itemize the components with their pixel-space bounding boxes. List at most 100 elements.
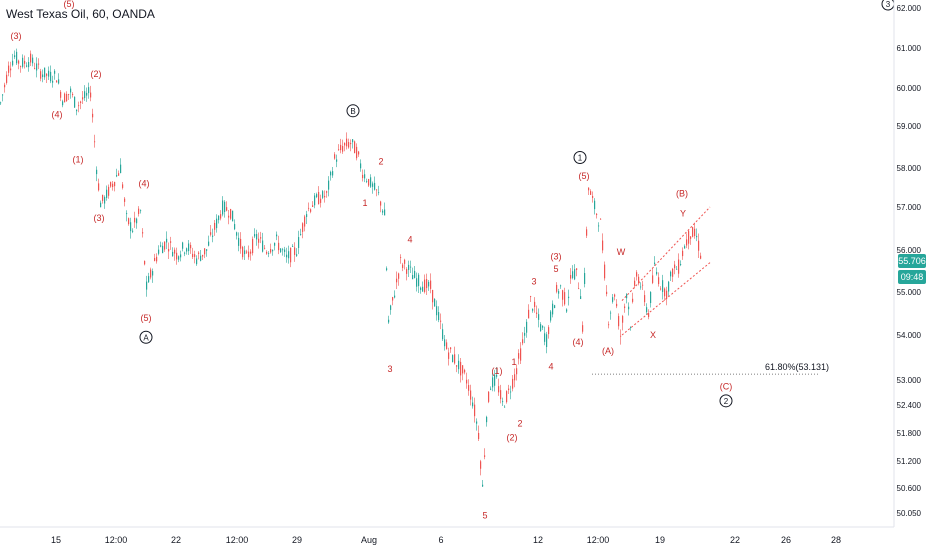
- candle-body: [224, 201, 226, 212]
- candle-body: [594, 200, 596, 210]
- candle-body: [448, 352, 450, 359]
- candle-body: [618, 316, 620, 327]
- candle-body: [270, 248, 272, 253]
- candle-body: [690, 236, 692, 239]
- candle-body: [288, 251, 290, 259]
- y-tick-label: 54.000: [897, 331, 922, 340]
- candle-body: [266, 252, 268, 254]
- candle-body: [8, 65, 10, 73]
- candle-body: [170, 241, 172, 243]
- y-tick-label: 58.000: [897, 164, 922, 173]
- candle-body: [422, 286, 424, 292]
- candle-body: [598, 225, 600, 227]
- candle-body: [356, 146, 358, 159]
- candle-body: [416, 278, 418, 287]
- candle-body: [56, 80, 58, 83]
- candle-body: [72, 93, 74, 96]
- candle-body: [632, 298, 634, 302]
- candle-body: [172, 251, 174, 257]
- candle-body: [450, 347, 452, 350]
- candle-body: [328, 180, 330, 190]
- candle-body: [698, 240, 700, 251]
- candle-body: [406, 269, 408, 274]
- wave-label-major: 3: [886, 0, 891, 9]
- wave-label-minor: 4: [407, 234, 412, 244]
- candle-body: [106, 189, 108, 198]
- candle-body: [672, 268, 674, 277]
- candle-body: [688, 230, 690, 244]
- candle-body: [552, 303, 554, 315]
- candle-body: [488, 391, 490, 402]
- candle-body: [478, 432, 480, 439]
- candle-body: [240, 238, 242, 249]
- candle-body: [382, 210, 384, 213]
- candle-body: [580, 296, 582, 300]
- candle-body: [28, 62, 30, 68]
- wave-label-major: 2: [724, 397, 729, 406]
- candle-body: [34, 68, 36, 69]
- candle-body: [626, 294, 628, 299]
- candle-body: [418, 274, 420, 287]
- candle-body: [420, 287, 422, 290]
- candle-body: [380, 201, 382, 206]
- candle-body: [80, 101, 82, 103]
- candle-body: [642, 284, 644, 286]
- candle-body: [430, 280, 432, 289]
- candle-body: [582, 325, 584, 332]
- candle-body: [428, 281, 430, 287]
- wave-label-minor: (4): [52, 110, 63, 120]
- candle-body: [108, 186, 110, 196]
- x-tick-label: 12:00: [105, 535, 128, 545]
- candle-body: [628, 306, 630, 310]
- candle-body: [250, 251, 252, 254]
- candle-body: [100, 202, 102, 208]
- candle-body: [292, 246, 294, 247]
- candle-body: [134, 217, 136, 223]
- wave-label-minor: W: [617, 247, 626, 257]
- candle-body: [102, 194, 104, 201]
- candle-body: [252, 238, 254, 254]
- candle-body: [392, 297, 394, 301]
- candle-body: [6, 74, 8, 83]
- x-tick-label: 12:00: [226, 535, 249, 545]
- candle-body: [654, 262, 656, 264]
- candle-body: [82, 97, 84, 100]
- candle-body: [576, 268, 578, 270]
- candle-body: [638, 276, 640, 284]
- wave-label-major: B: [350, 107, 355, 116]
- y-tick-label: 57.000: [897, 203, 922, 212]
- candle-body: [364, 174, 366, 179]
- candle-body: [216, 218, 218, 229]
- candle-body: [64, 93, 66, 103]
- candle-body: [400, 257, 402, 258]
- candle-body: [414, 271, 416, 278]
- candle-body: [326, 191, 328, 193]
- candle-body: [362, 174, 364, 179]
- candle-body: [540, 324, 542, 332]
- candle-body: [518, 353, 520, 359]
- candle-body: [544, 333, 546, 342]
- candle-body: [198, 252, 200, 254]
- candle-body: [472, 402, 474, 407]
- candle-body: [440, 320, 442, 322]
- candle-body: [192, 253, 194, 258]
- channel-line[interactable]: [621, 262, 711, 336]
- wave-label-minor: (5): [579, 171, 590, 181]
- wave-label-minor: Y: [680, 208, 686, 218]
- candle-body: [242, 246, 244, 258]
- candle-body: [10, 68, 12, 71]
- candle-body: [306, 214, 308, 218]
- wave-label-minor: (A): [602, 346, 614, 356]
- time-axis[interactable]: 15 12:00 22 12:00 29 Aug 6 12 12:00 19 22 26 28: [51, 535, 841, 545]
- candle-body: [52, 80, 54, 83]
- candle-body: [12, 60, 14, 66]
- candle-body: [184, 252, 186, 254]
- candle-body: [202, 254, 204, 257]
- candle-body: [546, 334, 548, 348]
- candle-body: [332, 171, 334, 176]
- price-axis[interactable]: 62.000 61.000 60.000 59.000 58.000 57.000 56.0…: [897, 4, 922, 518]
- candle-body: [182, 242, 184, 249]
- wave-label-minor: (1): [73, 155, 84, 165]
- channel-line[interactable]: [621, 206, 711, 301]
